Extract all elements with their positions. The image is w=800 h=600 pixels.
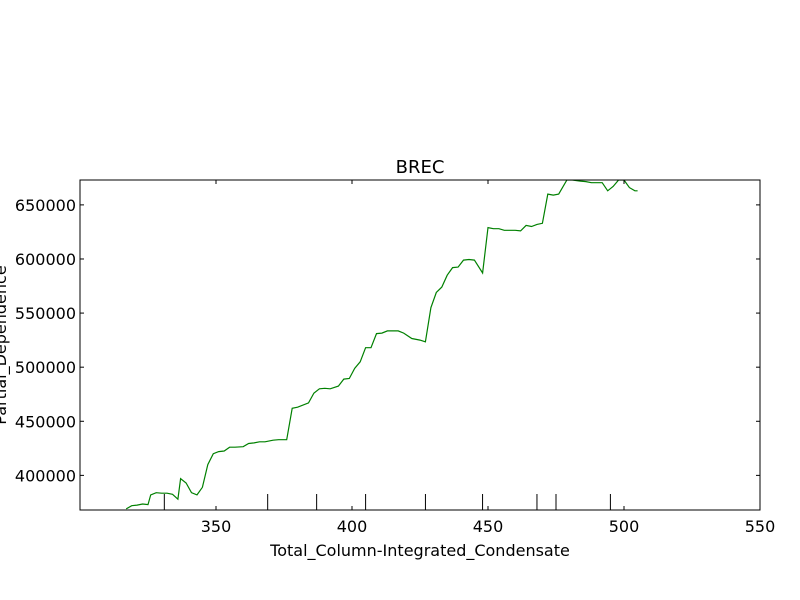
- series-line-0: [125, 180, 638, 510]
- x-tick-label: 350: [201, 517, 232, 536]
- y-tick-label: 450000: [15, 412, 76, 431]
- plot-layer: 350 400 450 500 550 400000 450000 500000 550000 6…: [15, 179, 776, 536]
- x-tick-label: 500: [609, 517, 640, 536]
- y-tick-label: 500000: [15, 358, 76, 377]
- y-tick-label: 400000: [15, 466, 76, 485]
- plot-frame: [79, 179, 761, 511]
- y-tick-label: 600000: [15, 250, 76, 269]
- y-tick-label: 550000: [15, 304, 76, 323]
- y-tick-label: 650000: [15, 196, 76, 215]
- y-axis-label: Partial_Dependence: [0, 265, 11, 424]
- x-tick-label: 400: [337, 517, 368, 536]
- x-tick-label: 450: [473, 517, 504, 536]
- chart-title: BREC: [396, 157, 445, 178]
- x-tick-label: 550: [745, 517, 776, 536]
- x-axis-label: Total_Column-Integrated_Condensate: [269, 541, 570, 561]
